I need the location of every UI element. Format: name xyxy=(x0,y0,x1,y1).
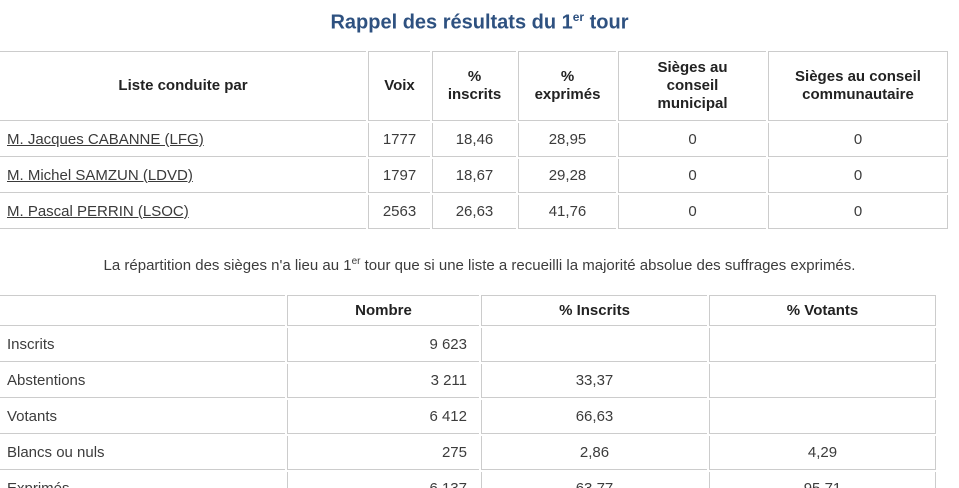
column-header-pct-votants: % Votants xyxy=(709,294,936,326)
cell-sieges-communautaire: 0 xyxy=(768,122,948,157)
table-row: Inscrits 9 623 xyxy=(0,327,936,362)
column-header-nombre: Nombre xyxy=(287,294,479,326)
cell-pct-inscrits: 18,67 xyxy=(432,158,516,193)
cell-pct-votants xyxy=(709,327,936,362)
cell-pct-inscrits: 66,63 xyxy=(481,399,707,434)
page-title: Rappel des résultats du 1er tour xyxy=(0,0,959,35)
table-row: M. Jacques CABANNE (LFG) 1777 18,46 28,9… xyxy=(0,122,948,157)
column-header-pct-inscrits: % Inscrits xyxy=(481,294,707,326)
row-label: Abstentions xyxy=(0,364,285,398)
cell-liste: M. Pascal PERRIN (LSOC) xyxy=(0,195,366,229)
cell-liste: M. Jacques CABANNE (LFG) xyxy=(0,123,366,157)
cell-sieges-communautaire: 0 xyxy=(768,194,948,229)
table-row: Abstentions 3 211 33,37 xyxy=(0,363,936,398)
candidate-link[interactable]: M. Pascal PERRIN (LSOC) xyxy=(7,202,189,220)
note-superscript: er xyxy=(351,255,361,267)
cell-liste: M. Michel SAMZUN (LDVD) xyxy=(0,159,366,193)
column-header-pct-exprimes: % exprimés xyxy=(518,50,616,121)
cell-voix: 2563 xyxy=(368,194,430,229)
column-header-empty xyxy=(0,294,285,326)
note-text: La répartition des sièges n'a lieu au 1e… xyxy=(0,256,959,274)
cell-nombre: 6 137 xyxy=(287,471,479,488)
note-text-before: La répartition des sièges n'a lieu au 1 xyxy=(103,256,352,274)
column-header-voix: Voix xyxy=(368,50,430,121)
table-row: Blancs ou nuls 275 2,86 4,29 xyxy=(0,435,936,470)
cell-sieges-communautaire: 0 xyxy=(768,158,948,193)
cell-pct-inscrits: 33,37 xyxy=(481,363,707,398)
table-row: Votants 6 412 66,63 xyxy=(0,399,936,434)
participation-table-header-row: Nombre % Inscrits % Votants xyxy=(0,294,936,326)
candidate-link[interactable]: M. Jacques CABANNE (LFG) xyxy=(7,130,204,148)
cell-pct-inscrits: 18,46 xyxy=(432,122,516,157)
results-table-header-row: Liste conduite par Voix % inscrits % exp… xyxy=(0,50,948,121)
page-title-text: Rappel des résultats du 1 xyxy=(330,11,573,34)
cell-nombre: 6 412 xyxy=(287,399,479,434)
cell-nombre: 9 623 xyxy=(287,327,479,362)
cell-sieges-municipal: 0 xyxy=(618,122,766,157)
column-header-pct-inscrits: % inscrits xyxy=(432,50,516,121)
cell-voix: 1777 xyxy=(368,122,430,157)
cell-pct-votants: 95,71 xyxy=(709,471,936,488)
row-label: Exprimés xyxy=(0,472,285,488)
row-label: Inscrits xyxy=(0,328,285,362)
cell-pct-exprimes: 41,76 xyxy=(518,194,616,229)
cell-pct-votants xyxy=(709,399,936,434)
column-header-liste-conduite-par: Liste conduite par xyxy=(0,50,366,121)
page-title-superscript: er xyxy=(572,10,585,24)
column-header-sieges-municipal: Sièges au conseil municipal xyxy=(618,50,766,121)
row-label: Votants xyxy=(0,400,285,434)
cell-sieges-municipal: 0 xyxy=(618,194,766,229)
table-row: M. Michel SAMZUN (LDVD) 1797 18,67 29,28… xyxy=(0,158,948,193)
table-row: Exprimés 6 137 63,77 95,71 xyxy=(0,471,936,488)
page-title-text-after: tour xyxy=(584,11,629,34)
cell-nombre: 3 211 xyxy=(287,363,479,398)
candidate-link[interactable]: M. Michel SAMZUN (LDVD) xyxy=(7,166,193,184)
cell-voix: 1797 xyxy=(368,158,430,193)
cell-pct-inscrits: 63,77 xyxy=(481,471,707,488)
note-text-after: tour que si une liste a recueilli la maj… xyxy=(360,256,856,274)
cell-pct-votants xyxy=(709,363,936,398)
cell-pct-exprimes: 28,95 xyxy=(518,122,616,157)
cell-sieges-municipal: 0 xyxy=(618,158,766,193)
cell-pct-votants: 4,29 xyxy=(709,435,936,470)
results-table: Liste conduite par Voix % inscrits % exp… xyxy=(0,49,950,231)
table-row: M. Pascal PERRIN (LSOC) 2563 26,63 41,76… xyxy=(0,194,948,229)
cell-pct-exprimes: 29,28 xyxy=(518,158,616,193)
row-label: Blancs ou nuls xyxy=(0,436,285,470)
participation-table: Nombre % Inscrits % Votants Inscrits 9 6… xyxy=(0,293,938,488)
cell-pct-inscrits: 2,86 xyxy=(481,435,707,470)
column-header-sieges-communautaire: Sièges au conseil communautaire xyxy=(768,50,948,121)
cell-nombre: 275 xyxy=(287,435,479,470)
cell-pct-inscrits xyxy=(481,327,707,362)
cell-pct-inscrits: 26,63 xyxy=(432,194,516,229)
